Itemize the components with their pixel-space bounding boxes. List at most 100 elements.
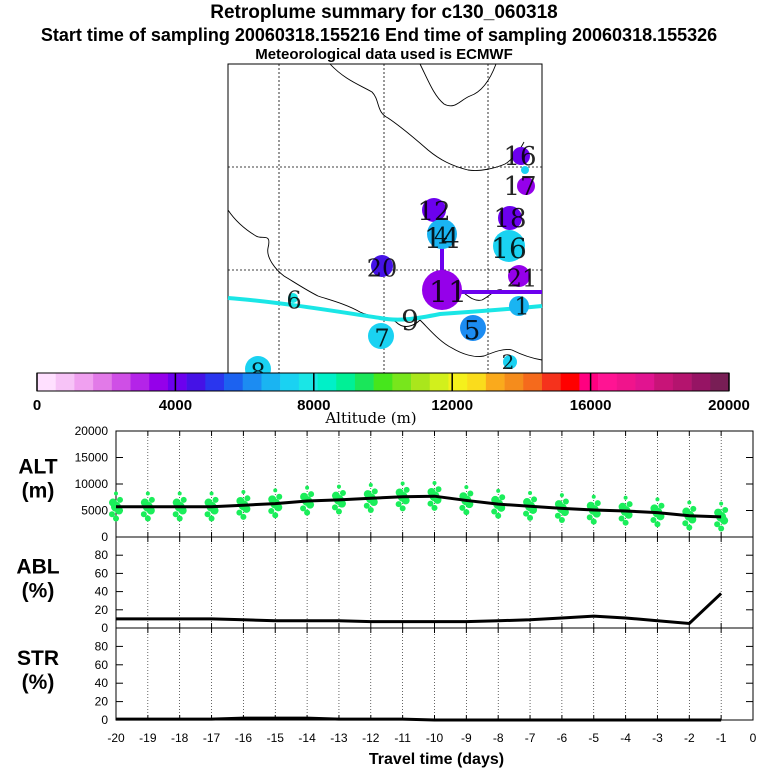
colorbar-swatch xyxy=(336,373,356,391)
alt-scatter-point xyxy=(140,498,149,507)
alt-scatter-point xyxy=(176,515,183,522)
alt-scatter-point xyxy=(658,502,665,509)
alt-scatter-point xyxy=(467,490,474,497)
panel-ytick-label: 80 xyxy=(95,548,109,562)
alt-scatter-point xyxy=(276,493,283,500)
panel-xtick-label: -15 xyxy=(267,731,285,745)
panel-xtick-label: -13 xyxy=(330,731,348,745)
panel-xtick-label: -20 xyxy=(107,731,125,745)
colorbar-tick-label: 20000 xyxy=(708,397,750,414)
alt-scatter-point xyxy=(554,512,561,519)
panel-ytick-label: 40 xyxy=(95,676,109,690)
map-day-label: 21 xyxy=(507,264,538,292)
colorbar-tick-label: 8000 xyxy=(297,397,330,414)
map-day-label: 6 xyxy=(286,286,301,314)
alt-scatter-point xyxy=(335,508,342,515)
alt-scatter-point xyxy=(463,509,470,516)
alt-scatter-point xyxy=(337,499,346,508)
colorbar-tick-label: 16000 xyxy=(570,397,612,414)
map-dot xyxy=(508,265,530,287)
map-day-label: 9 xyxy=(401,304,419,337)
altitude-colorbar: 0 4000 8000 12000 16000 20000 Altitude (m) xyxy=(33,372,750,427)
panel-xtick-label: -7 xyxy=(525,731,536,745)
colorbar-swatch xyxy=(448,373,468,391)
alt-scatter-point xyxy=(242,504,251,513)
panel-xtick-label: -12 xyxy=(362,731,380,745)
colorbar-label: Altitude (m) xyxy=(324,409,416,427)
map-day-label: 14 xyxy=(424,222,460,255)
x-axis-title: Travel time (days) xyxy=(369,751,504,768)
alt-scatter-point xyxy=(650,504,659,513)
alt-scatter-point xyxy=(148,496,155,503)
colorbar-swatch xyxy=(541,373,561,391)
alt-scatter-point xyxy=(464,485,469,490)
time-series-panels: 05000100001500020000ALT(m)020406080ABL(%… xyxy=(16,424,756,768)
colorbar-swatch xyxy=(111,373,131,391)
alt-scatter-point xyxy=(594,500,601,507)
alt-scatter-point xyxy=(209,491,214,496)
panel-ylabel-bottom: (%) xyxy=(22,671,55,694)
colorbar-swatch xyxy=(224,373,244,391)
alt-scatter-point xyxy=(427,487,436,496)
alt-scatter-point xyxy=(368,483,373,488)
alt-scatter-point xyxy=(241,489,246,494)
alt-scatter-point xyxy=(528,491,533,496)
panel-series-line xyxy=(116,716,722,722)
colorbar-swatch xyxy=(74,373,94,391)
colorbar-tick-label: 12000 xyxy=(431,397,473,414)
map-dot xyxy=(368,323,394,349)
alt-scatter-point xyxy=(435,486,442,493)
alt-scatter-point xyxy=(268,508,275,515)
alt-scatter-point xyxy=(719,501,724,506)
panel-ytick-label: 15000 xyxy=(75,451,109,465)
alt-scatter-point xyxy=(177,491,182,496)
map-day-label: 5 xyxy=(464,316,481,346)
colorbar-swatch xyxy=(710,373,730,391)
alt-scatter-point xyxy=(331,491,340,500)
map-day-label: 20 xyxy=(367,254,398,282)
alt-scatter-point xyxy=(117,496,123,503)
colorbar-swatch xyxy=(523,373,543,391)
alt-scatter-point xyxy=(400,481,405,486)
alt-scatter-point xyxy=(144,515,151,522)
alt-scatter-point xyxy=(180,496,187,503)
panel-xtick-label: -17 xyxy=(203,731,221,745)
alt-scatter-point xyxy=(650,517,657,524)
alt-scatter-point xyxy=(268,495,277,504)
panel-ytick-label: 0 xyxy=(101,713,108,727)
colorbar-swatch xyxy=(261,373,281,391)
alt-scatter-point xyxy=(300,505,307,512)
map-day-label: 16 xyxy=(491,232,527,265)
panel-ytick-label: 5000 xyxy=(81,504,108,518)
map-day-label: 12 xyxy=(417,197,450,227)
alt-scatter-point xyxy=(559,493,564,498)
alt-scatter-point xyxy=(558,517,565,524)
alt-scatter-point xyxy=(172,498,181,507)
colorbar-swatch xyxy=(93,373,113,391)
alt-scatter-point xyxy=(427,500,434,507)
alt-scatter-point xyxy=(395,488,404,497)
alt-scatter-point xyxy=(523,498,532,507)
alt-scatter-point xyxy=(109,498,117,507)
map-dot xyxy=(371,255,393,277)
colorbar-swatch xyxy=(242,373,262,391)
panel-xtick-label: -19 xyxy=(139,731,157,745)
alt-scatter-point xyxy=(145,491,150,496)
alt-scatter-point xyxy=(363,502,370,509)
panel-ytick-label: 20 xyxy=(95,695,109,709)
alt-scatter-point xyxy=(586,514,593,521)
alt-scatter-point xyxy=(208,515,215,522)
map-day-label: 11 xyxy=(429,276,467,311)
colorbar-swatch xyxy=(317,373,337,391)
plot-title: Retroplume summary for c130_060318 xyxy=(210,2,558,23)
map-dot xyxy=(493,230,525,262)
alt-scatter-point xyxy=(399,505,406,512)
panel-ytick-label: 60 xyxy=(95,566,109,580)
panel-xtick-label: -14 xyxy=(298,731,316,745)
map-day-label: 18 xyxy=(493,204,526,234)
panel-xtick-label: -11 xyxy=(394,731,411,745)
alt-scatter-point xyxy=(682,507,691,516)
alt-scatter-point xyxy=(113,515,119,522)
